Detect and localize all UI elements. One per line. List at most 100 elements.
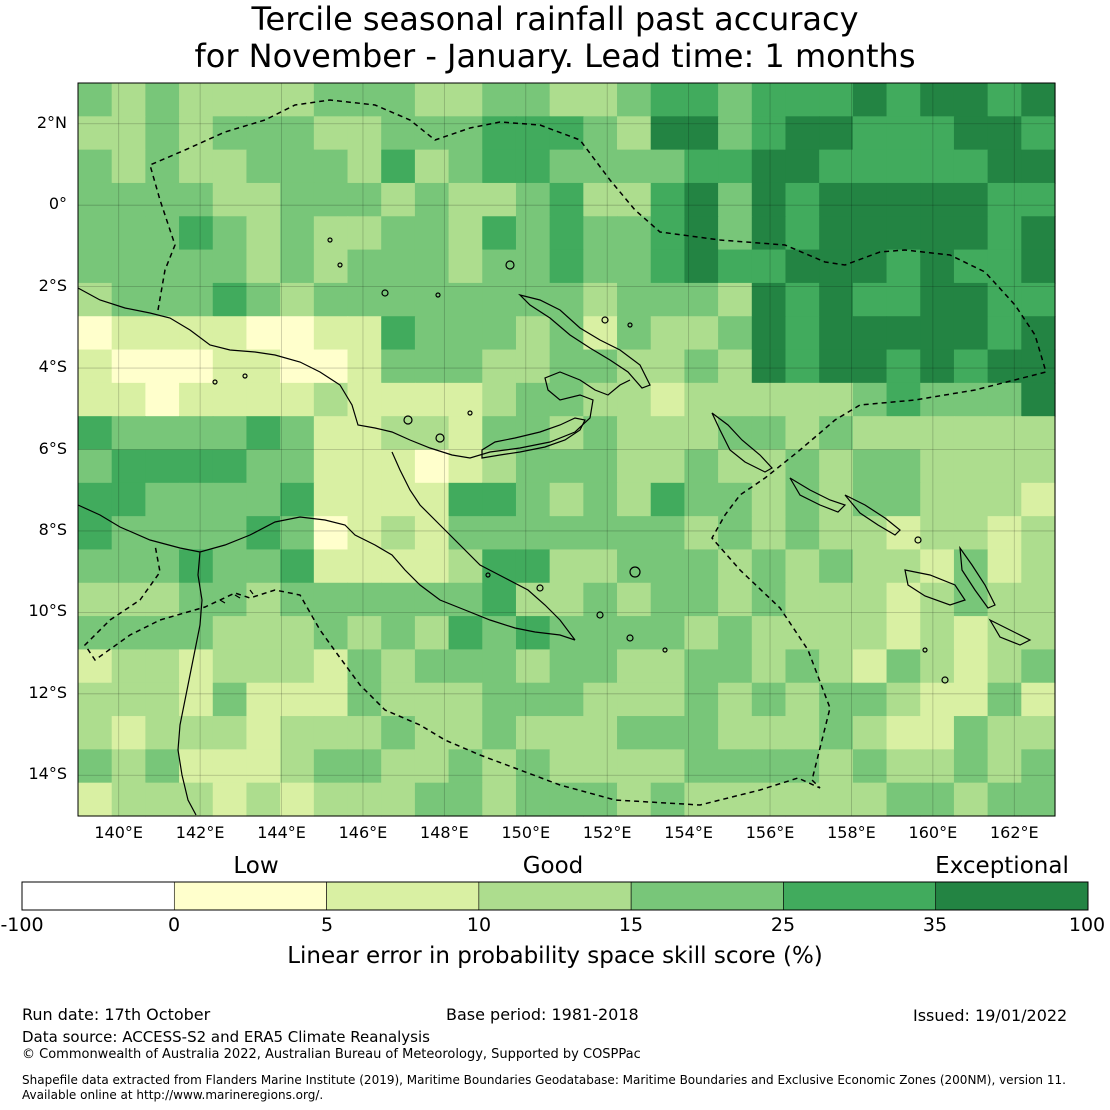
skill-cell bbox=[583, 482, 618, 517]
skill-cell bbox=[212, 416, 248, 451]
skill-cell bbox=[145, 349, 180, 384]
skill-cell bbox=[718, 149, 753, 184]
skill-cell bbox=[414, 316, 450, 351]
skill-cell bbox=[751, 216, 787, 251]
skill-cell bbox=[212, 449, 248, 484]
skill-cell bbox=[886, 316, 921, 351]
skill-cell bbox=[583, 682, 618, 717]
skill-cell bbox=[347, 116, 382, 151]
skill-cell bbox=[886, 249, 921, 284]
skill-cell bbox=[650, 482, 686, 517]
skill-cell bbox=[819, 83, 854, 117]
skill-cell bbox=[617, 749, 652, 784]
skill-cell bbox=[212, 482, 248, 517]
skill-cell bbox=[1021, 616, 1056, 651]
skill-cell bbox=[212, 716, 248, 750]
skill-cell bbox=[212, 249, 248, 284]
skill-cell bbox=[617, 282, 652, 317]
skill-cell bbox=[212, 116, 248, 151]
skill-cell bbox=[381, 782, 416, 817]
skill-cell bbox=[515, 116, 551, 151]
skill-cell bbox=[414, 216, 450, 251]
skill-cell bbox=[482, 249, 517, 284]
skill-cell bbox=[751, 749, 787, 784]
skill-cell bbox=[819, 116, 854, 151]
skill-cell bbox=[549, 382, 584, 417]
skill-cell bbox=[179, 149, 214, 184]
skill-cell bbox=[549, 83, 584, 117]
skill-cell bbox=[280, 216, 315, 251]
skill-cell bbox=[617, 682, 652, 717]
skill-cell bbox=[145, 749, 180, 784]
skill-cell bbox=[987, 716, 1022, 750]
skill-cell bbox=[785, 349, 820, 384]
skill-cell bbox=[617, 482, 652, 517]
skill-cell bbox=[179, 649, 214, 684]
skill-cell bbox=[650, 649, 686, 684]
skill-cell bbox=[852, 116, 888, 151]
skill-cell bbox=[515, 149, 551, 184]
skill-cell bbox=[650, 582, 686, 617]
skill-cell bbox=[347, 182, 382, 217]
skill-cell bbox=[583, 749, 618, 784]
skill-cell bbox=[549, 782, 584, 817]
x-tick-label: 152°E bbox=[582, 823, 632, 842]
skill-cell bbox=[246, 249, 281, 284]
skill-cell bbox=[414, 682, 450, 717]
skill-cell bbox=[313, 782, 349, 817]
skill-cell bbox=[920, 516, 955, 551]
skill-cell bbox=[381, 682, 416, 717]
y-tick-label: 2°S bbox=[38, 275, 67, 295]
skill-cell bbox=[617, 182, 652, 217]
skill-cell bbox=[482, 516, 517, 551]
skill-cell bbox=[280, 549, 315, 584]
cape-york-coast bbox=[177, 551, 203, 816]
skill-cell bbox=[448, 616, 483, 651]
skill-cell bbox=[852, 83, 888, 117]
skill-cell bbox=[212, 582, 248, 617]
skill-cell bbox=[246, 116, 281, 151]
skill-cell bbox=[617, 782, 652, 817]
skill-cell bbox=[953, 616, 989, 651]
skill-cell bbox=[987, 116, 1022, 151]
skill-cell bbox=[650, 349, 686, 384]
skill-cell bbox=[987, 83, 1022, 117]
skill-cell bbox=[212, 349, 248, 384]
skill-cell bbox=[819, 316, 854, 351]
skill-cell bbox=[650, 416, 686, 451]
skill-cell bbox=[751, 249, 787, 284]
skill-cell bbox=[448, 549, 483, 584]
skill-cell bbox=[583, 549, 618, 584]
skill-cell bbox=[78, 83, 113, 117]
y-tick-label: 0° bbox=[48, 194, 67, 214]
skill-cell bbox=[583, 382, 618, 417]
skill-cell bbox=[852, 382, 888, 417]
skill-cell bbox=[953, 549, 989, 584]
skill-cell bbox=[987, 249, 1022, 284]
skill-cell bbox=[987, 649, 1022, 684]
skill-cell bbox=[313, 216, 349, 251]
skill-cell bbox=[684, 682, 719, 717]
colorbar-label: Linear error in probability space skill … bbox=[287, 943, 823, 969]
skill-cell bbox=[414, 482, 450, 517]
skill-cell bbox=[617, 516, 652, 551]
skill-cell bbox=[111, 216, 146, 251]
skill-cell bbox=[650, 83, 686, 117]
skill-cell bbox=[684, 582, 719, 617]
new-guinea-north-coast bbox=[77, 287, 631, 459]
skill-cell bbox=[819, 782, 854, 817]
skill-cell bbox=[886, 582, 921, 617]
skill-cell bbox=[718, 482, 753, 517]
skill-cell bbox=[852, 616, 888, 651]
skill-cell bbox=[1021, 749, 1056, 784]
skill-cell bbox=[313, 449, 349, 484]
skill-cell bbox=[414, 349, 450, 384]
skill-cell bbox=[1021, 516, 1056, 551]
skill-cell bbox=[549, 349, 584, 384]
skill-cell bbox=[785, 416, 820, 451]
skill-cell bbox=[381, 182, 416, 217]
skill-cell bbox=[852, 682, 888, 717]
skill-cell bbox=[145, 582, 180, 617]
x-tick-label: 150°E bbox=[501, 823, 551, 842]
skill-cell bbox=[381, 316, 416, 351]
